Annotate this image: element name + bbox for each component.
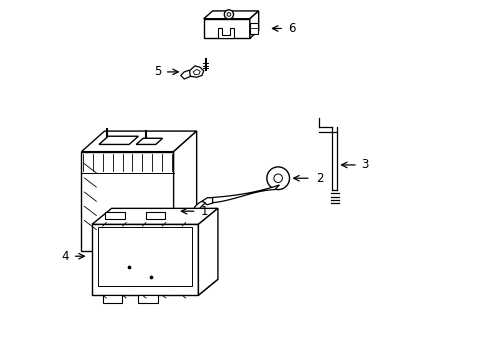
Polygon shape (181, 70, 190, 79)
Polygon shape (198, 208, 218, 295)
Polygon shape (209, 185, 279, 203)
Polygon shape (187, 66, 203, 77)
Circle shape (226, 13, 230, 16)
Polygon shape (202, 198, 212, 205)
Polygon shape (145, 212, 165, 219)
Polygon shape (193, 69, 200, 75)
Polygon shape (173, 131, 196, 251)
Polygon shape (193, 201, 205, 216)
Text: 6: 6 (287, 22, 295, 35)
Polygon shape (249, 23, 257, 34)
Circle shape (266, 167, 289, 190)
Polygon shape (138, 295, 157, 303)
Polygon shape (136, 138, 163, 144)
Text: 2: 2 (315, 172, 323, 185)
Polygon shape (217, 27, 233, 38)
Polygon shape (102, 295, 122, 303)
Polygon shape (81, 131, 196, 152)
Polygon shape (249, 11, 258, 38)
Polygon shape (92, 224, 198, 295)
Polygon shape (92, 208, 218, 224)
Polygon shape (105, 212, 124, 219)
Circle shape (224, 10, 233, 19)
Text: 3: 3 (361, 158, 368, 171)
Polygon shape (98, 228, 192, 285)
Text: 1: 1 (200, 205, 207, 218)
Text: 5: 5 (154, 66, 161, 78)
Polygon shape (81, 152, 173, 251)
Polygon shape (92, 279, 218, 295)
Polygon shape (203, 11, 258, 19)
Polygon shape (99, 136, 138, 144)
Circle shape (273, 174, 282, 183)
Polygon shape (203, 19, 249, 38)
Text: 4: 4 (61, 250, 69, 263)
